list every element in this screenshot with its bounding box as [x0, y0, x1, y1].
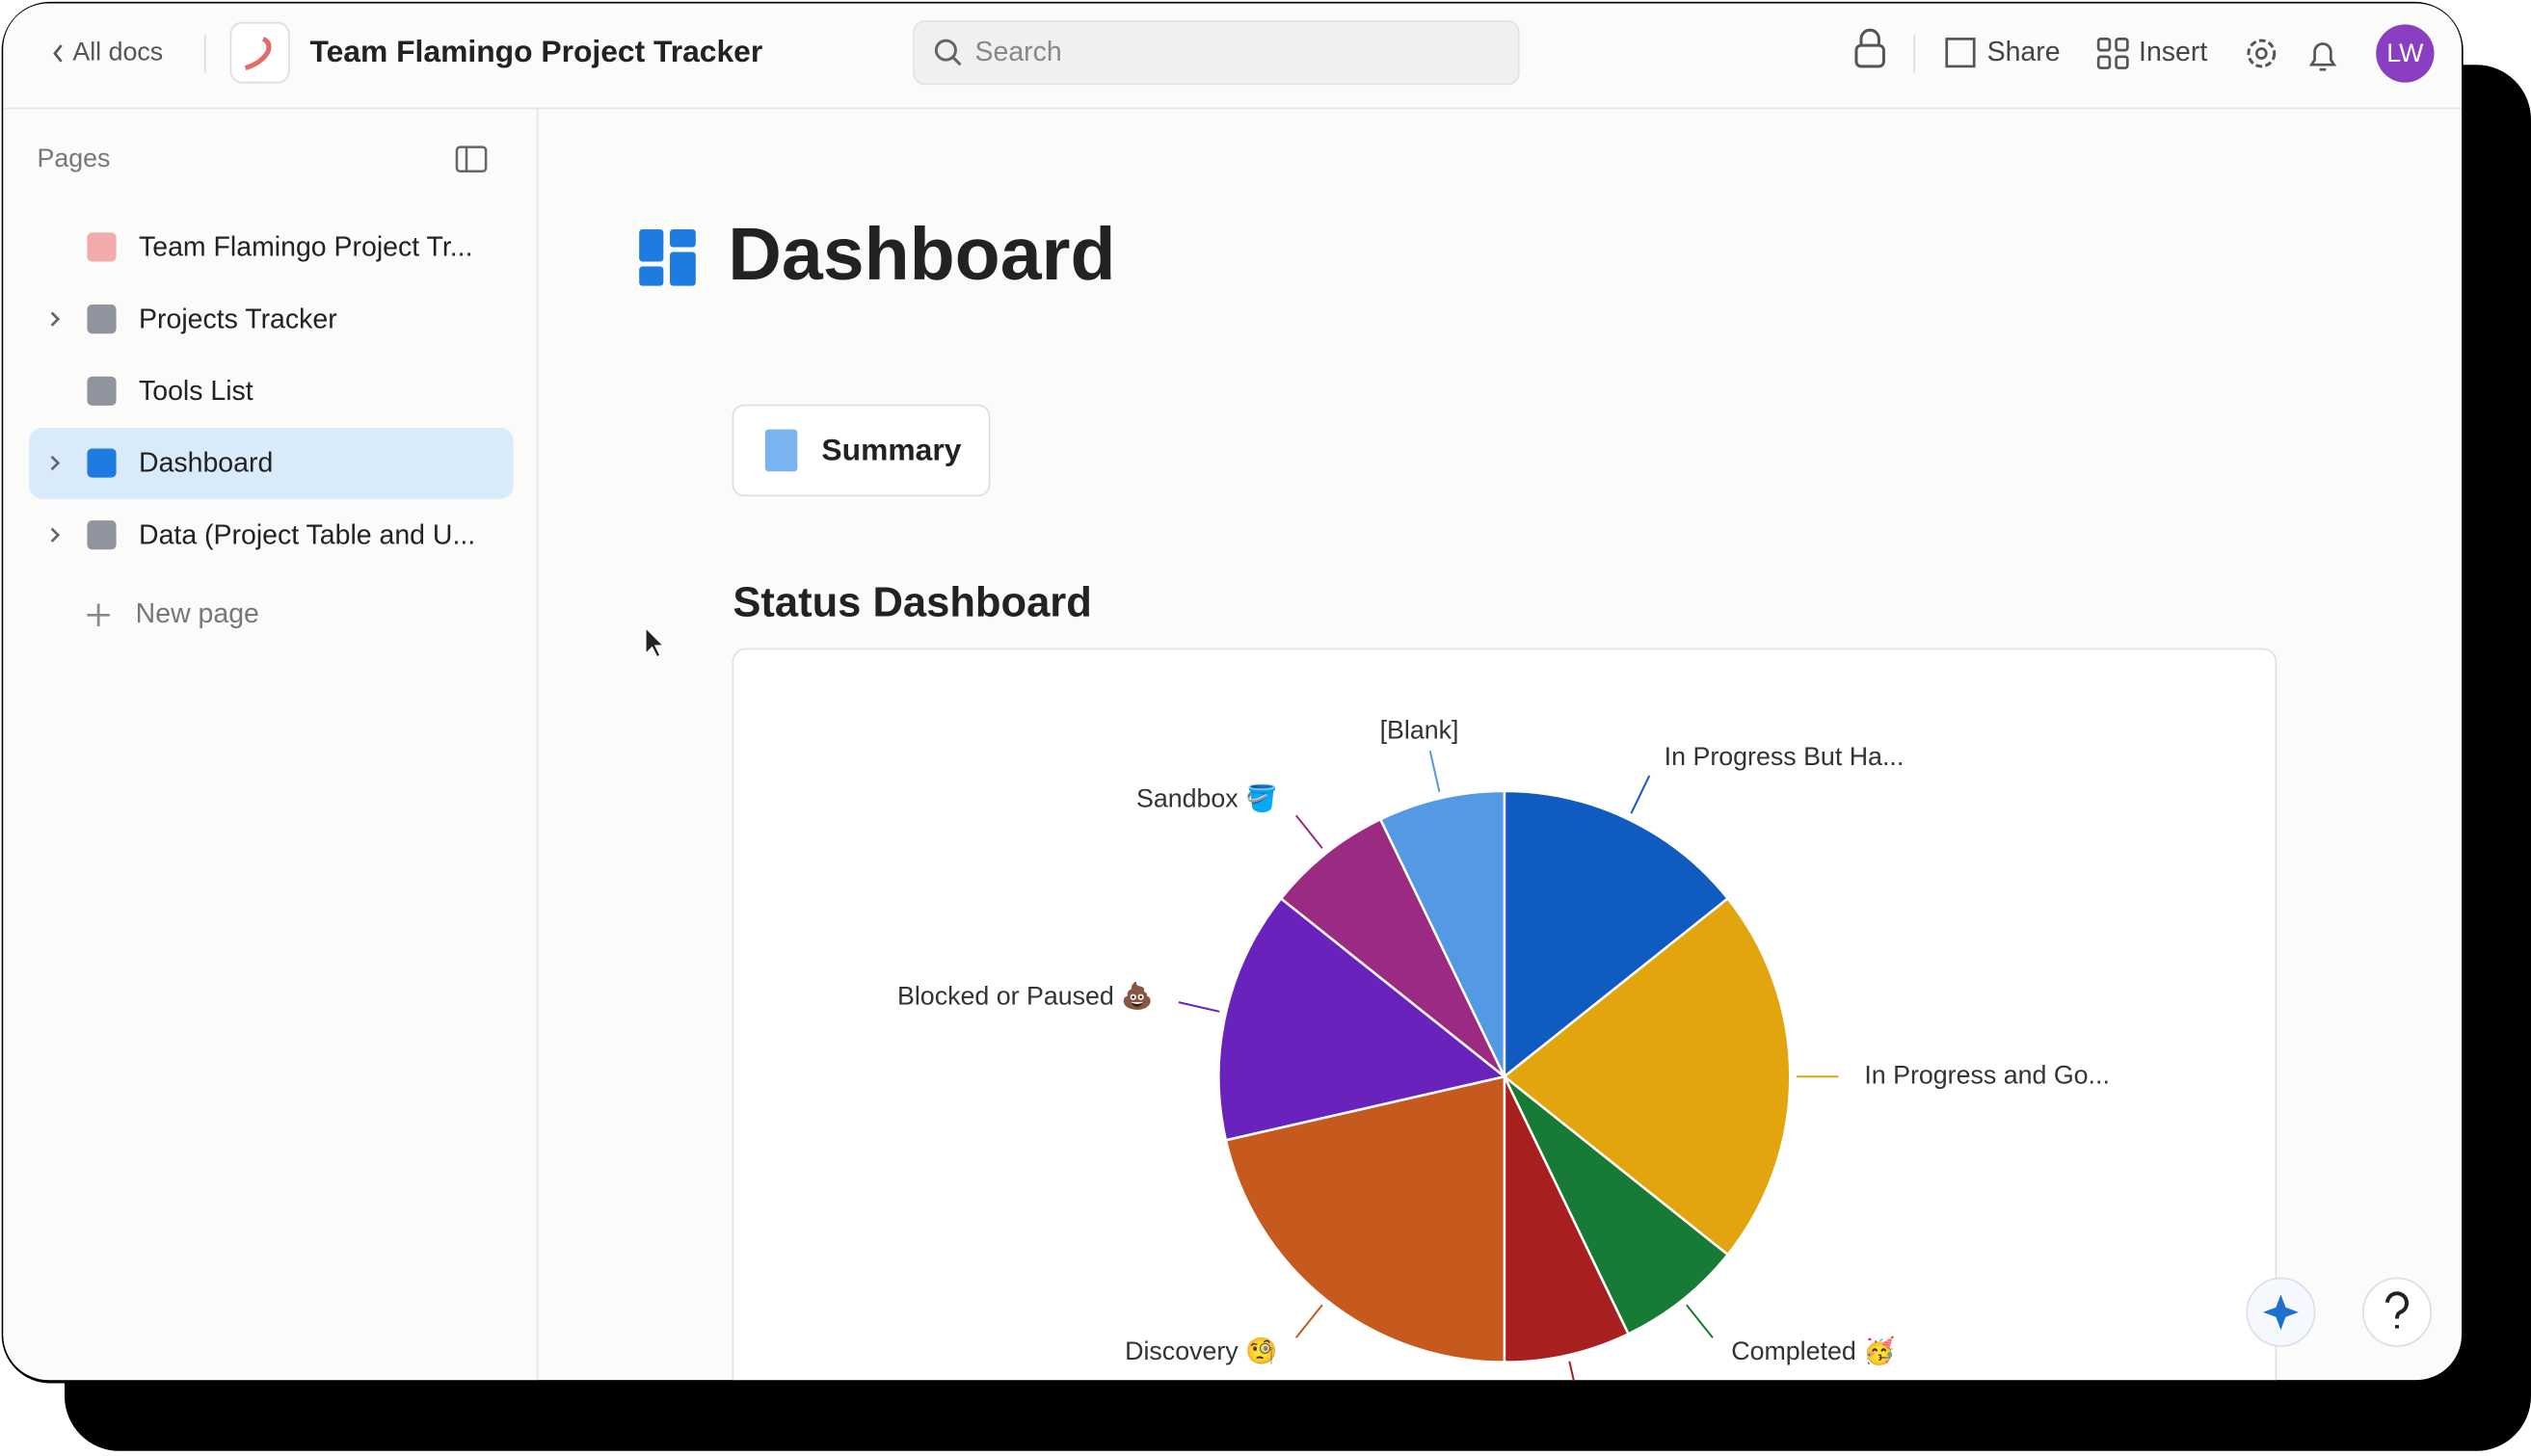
sidebar-heading: Pages	[38, 144, 111, 172]
back-icon[interactable]	[53, 44, 63, 63]
page-link[interactable]: Team Flamingo Project Tr...	[139, 232, 473, 263]
pie-slice[interactable]	[1279, 817, 1505, 1078]
mouse-cursor	[645, 626, 665, 658]
expand-chevron[interactable]	[50, 455, 61, 471]
page-link[interactable]: Dashboard	[139, 448, 273, 479]
page-icon	[87, 448, 117, 478]
dashboard-icon	[639, 229, 696, 286]
new-page-icon[interactable]	[87, 603, 110, 627]
slice-label: In Progress But Ha...	[1665, 742, 1905, 771]
back-link[interactable]: All docs	[72, 38, 163, 66]
slice-label: [Blank]	[1380, 716, 1459, 745]
page-link[interactable]: Projects Tracker	[139, 304, 337, 334]
pie-slice[interactable]	[1503, 789, 1730, 1079]
expand-chevron[interactable]	[50, 527, 61, 543]
pie-slice[interactable]	[1217, 896, 1507, 1142]
page-icon	[87, 304, 117, 334]
share-icon[interactable]	[1945, 38, 1976, 68]
label-leader	[1686, 1304, 1714, 1338]
slice-label: Sandbox 🪣	[1136, 783, 1278, 813]
lock-icon[interactable]	[1854, 43, 1885, 68]
slice-label: Completed 🥳	[1731, 1335, 1895, 1365]
selected-page-highlight	[29, 428, 514, 499]
page-icon	[87, 376, 117, 406]
label-leader	[1294, 814, 1323, 849]
page-link[interactable]: Data (Project Table and U...	[139, 519, 475, 550]
page-link[interactable]: Tools List	[139, 376, 253, 407]
expand-chevron[interactable]	[50, 311, 61, 327]
slice-label: Discovery 🧐	[1125, 1337, 1277, 1365]
help-button[interactable]	[2361, 1277, 2433, 1347]
search-icon	[951, 55, 962, 66]
settings-icon[interactable]	[2247, 39, 2277, 68]
avatar[interactable]	[2376, 24, 2435, 83]
doc-icon[interactable]	[229, 21, 290, 84]
section-title: Status Dashboard	[733, 580, 1092, 626]
sidebar	[3, 3, 538, 1381]
flamingo	[244, 37, 272, 70]
page-title: Dashboard	[728, 213, 1115, 296]
avatar-initials[interactable]: LW	[2386, 39, 2424, 67]
slice-label: Blocked or Paused 💩	[897, 981, 1154, 1011]
new-page[interactable]: New page	[136, 598, 259, 629]
search-box[interactable]	[913, 20, 1520, 86]
label-leader	[1178, 1001, 1220, 1013]
settings-icon	[2254, 47, 2268, 60]
label-leader	[1428, 751, 1441, 792]
summary-icon	[764, 429, 798, 472]
slice-label: In Progress and Go...	[1864, 1060, 2110, 1089]
lock-icon	[1859, 28, 1880, 46]
doc-title[interactable]: Team Flamingo Project Tracker	[310, 34, 763, 68]
pie-slice[interactable]	[1378, 789, 1506, 1077]
page-icon	[87, 232, 117, 262]
ai-icon	[2262, 1294, 2299, 1331]
summary-label[interactable]: Summary	[821, 433, 961, 467]
page-icon	[87, 520, 117, 550]
label-leader	[1630, 775, 1651, 814]
help-icon	[2384, 1291, 2410, 1329]
pie-slice[interactable]	[1503, 1075, 1730, 1337]
summary-button[interactable]	[732, 404, 991, 497]
share-button[interactable]: Share	[1987, 37, 2061, 67]
label-leader	[1294, 1304, 1323, 1338]
pie-slice[interactable]	[1503, 1075, 1631, 1363]
collapse-sidebar[interactable]	[455, 146, 488, 172]
pie-slice[interactable]	[1224, 1074, 1506, 1363]
label-leader	[1568, 1361, 1580, 1381]
pie-slice[interactable]	[1502, 896, 1792, 1257]
insert-icon[interactable]	[2096, 38, 2129, 69]
insert-button[interactable]: Insert	[2139, 37, 2207, 67]
search-icon	[934, 39, 957, 62]
search-placeholder[interactable]: Search	[975, 37, 1062, 67]
notifications-icon[interactable]	[2308, 42, 2337, 71]
